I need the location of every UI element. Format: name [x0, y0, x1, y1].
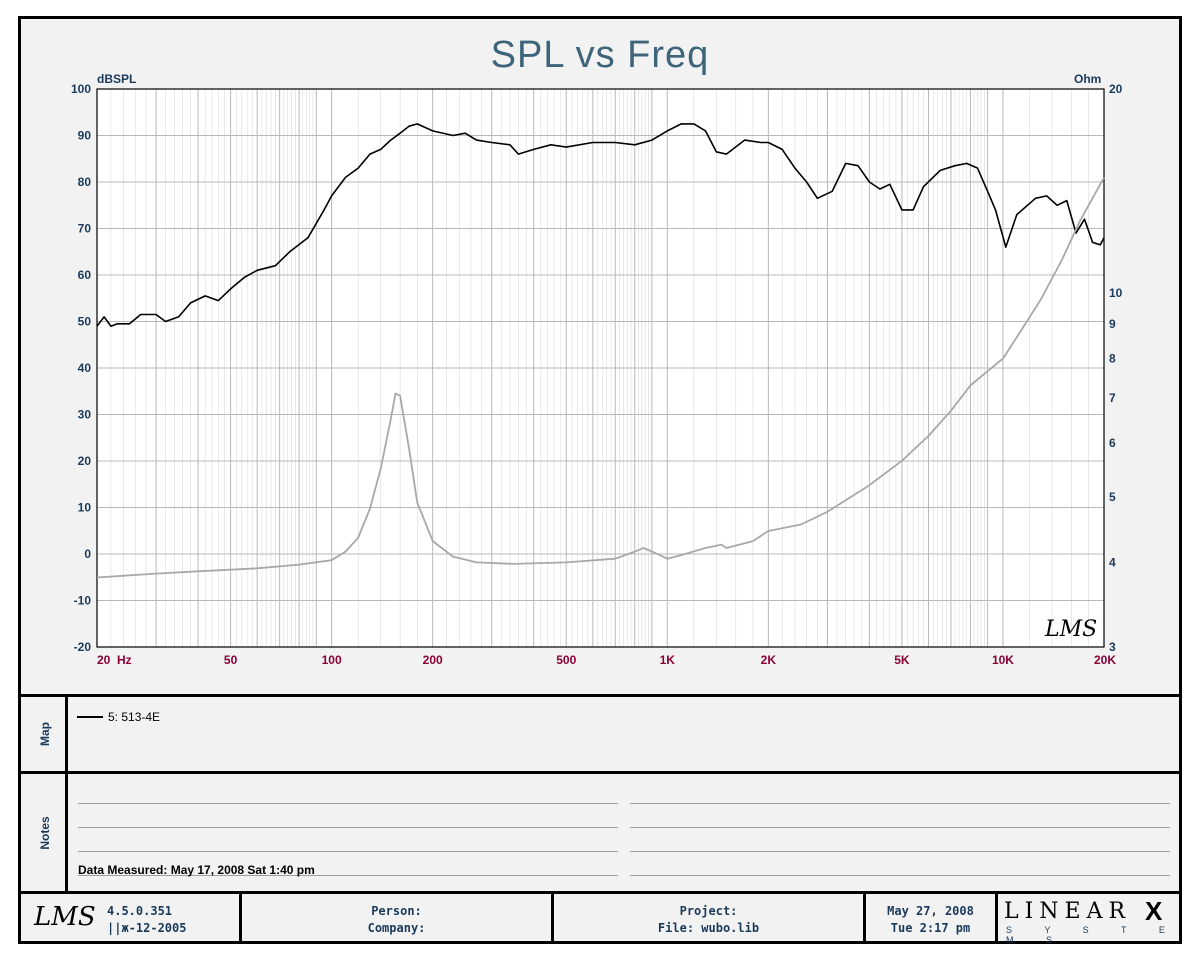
y-right-tick-label: 4 — [1109, 555, 1116, 569]
notes-line — [630, 827, 1170, 828]
notes-line — [630, 803, 1170, 804]
legend-entry: 5: 513-4E — [108, 710, 161, 724]
notes-text: Data Measured: May 17, 2008 Sat 1:40 pm — [78, 863, 315, 877]
brand-systems-text: S Y S T E M S — [1006, 925, 1180, 945]
y-left-tick-label: 40 — [78, 361, 92, 375]
panel-label-divider — [65, 694, 68, 894]
x-tick-label: 20K — [1094, 653, 1116, 667]
notes-line — [78, 875, 618, 876]
notes-line — [78, 851, 618, 852]
left-axis-title: dBSPL — [97, 72, 137, 86]
y-left-tick-label: 100 — [71, 82, 91, 96]
plot-lms-mark: LMS — [1044, 617, 1097, 642]
x-tick-label: 1K — [660, 653, 676, 667]
y-left-tick-label: 0 — [84, 547, 91, 561]
x-tick-label: 10K — [992, 653, 1014, 667]
notes-panel-top-border — [18, 771, 1182, 774]
footer-divider — [551, 894, 554, 944]
notes-line — [630, 875, 1170, 876]
lms-logo: LMS — [34, 902, 96, 932]
y-left-tick-label: 30 — [78, 408, 92, 422]
plot-border — [96, 88, 1105, 648]
y-left-tick-label: 50 — [78, 315, 92, 329]
footer-date: May 27, 2008 — [887, 904, 974, 918]
y-left-tick-label: 10 — [78, 501, 92, 515]
y-right-tick-label: 10 — [1109, 286, 1123, 300]
map-panel-label: Map — [38, 722, 52, 746]
y-left-tick-label: 20 — [78, 454, 92, 468]
x-tick-label: 20 Hz — [97, 653, 132, 667]
footer-time: Tue 2:17 pm — [890, 921, 971, 935]
x-tick-label: 100 — [322, 653, 342, 667]
notes-line — [78, 827, 618, 828]
x-tick-label: 50 — [224, 653, 238, 667]
footer-top-border — [18, 891, 1182, 894]
legend-swatch — [77, 716, 103, 718]
y-left-tick-label: -10 — [74, 594, 92, 608]
y-right-tick-label: 6 — [1109, 436, 1116, 450]
chart-title: SPL vs Freq — [490, 34, 710, 76]
person-label: Person: — [371, 904, 422, 918]
brand-x-mark: X — [1145, 896, 1163, 926]
y-right-tick-label: 3 — [1109, 640, 1116, 654]
notes-line — [630, 851, 1170, 852]
project-label: Project: — [679, 904, 738, 918]
brand-linear-text: LINEAR — [1004, 899, 1132, 924]
y-right-tick-label: 9 — [1109, 317, 1116, 331]
y-left-tick-label: -20 — [74, 640, 92, 654]
company-label: Company: — [367, 921, 426, 935]
impedance-curve — [96, 177, 1105, 579]
x-tick-label: 500 — [556, 653, 576, 667]
y-left-tick-label: 80 — [78, 175, 92, 189]
x-tick-label: 5K — [894, 653, 910, 667]
footer-divider — [995, 894, 998, 944]
y-right-tick-label: 8 — [1109, 352, 1116, 366]
x-tick-label: 2K — [761, 653, 777, 667]
build-date-text: ||ж-12-2005 — [107, 921, 187, 935]
x-tick-label: 200 — [423, 653, 443, 667]
version-text: 4.5.0.351 — [107, 904, 173, 918]
y-right-tick-label: 7 — [1109, 391, 1116, 405]
footer-divider — [863, 894, 866, 944]
y-right-tick-label: 20 — [1109, 82, 1123, 96]
notes-panel-label: Notes — [38, 816, 52, 850]
file-label: File: wubo.lib — [657, 921, 760, 935]
y-left-tick-label: 70 — [78, 222, 92, 236]
map-panel-top-border — [18, 694, 1182, 697]
right-axis-title: Ohm — [1074, 72, 1102, 86]
y-left-tick-label: 60 — [78, 268, 92, 282]
y-right-tick-label: 5 — [1109, 490, 1116, 504]
footer-divider — [239, 894, 242, 944]
y-left-tick-label: 90 — [78, 129, 92, 143]
notes-line — [78, 803, 618, 804]
spl-curve — [96, 123, 1105, 328]
